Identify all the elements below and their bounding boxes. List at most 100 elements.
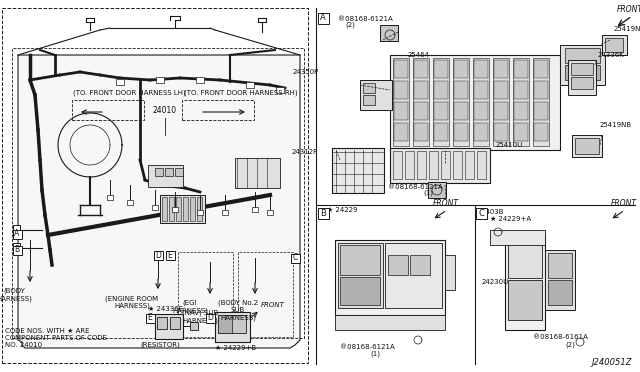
Text: D: D xyxy=(207,314,213,323)
Bar xyxy=(505,235,545,330)
Bar xyxy=(183,197,188,221)
Bar xyxy=(548,280,572,305)
Bar xyxy=(160,195,205,223)
Bar xyxy=(394,102,408,120)
Bar xyxy=(170,317,180,329)
Text: (2): (2) xyxy=(565,341,575,348)
Bar xyxy=(393,151,402,179)
Bar xyxy=(494,60,508,78)
Bar xyxy=(533,58,549,146)
Bar xyxy=(433,58,449,146)
Text: FRONT: FRONT xyxy=(617,5,640,14)
Bar xyxy=(434,102,448,120)
Polygon shape xyxy=(18,55,300,348)
Bar xyxy=(222,210,228,215)
Text: (2): (2) xyxy=(345,22,355,28)
Bar xyxy=(454,123,468,141)
Bar xyxy=(474,102,488,120)
Text: J240051Z: J240051Z xyxy=(591,358,632,367)
Bar xyxy=(454,81,468,99)
Bar xyxy=(196,77,204,83)
Bar xyxy=(465,151,474,179)
Bar xyxy=(494,81,508,99)
Bar xyxy=(571,63,593,75)
Bar xyxy=(565,65,600,80)
Text: ★ 24229+A: ★ 24229+A xyxy=(490,216,531,222)
Text: 24312P: 24312P xyxy=(292,149,318,155)
Bar xyxy=(340,245,380,275)
Bar xyxy=(338,243,383,308)
Text: 24010: 24010 xyxy=(153,106,177,115)
Bar xyxy=(190,322,198,330)
Bar xyxy=(156,77,164,83)
Bar xyxy=(473,58,489,146)
Bar xyxy=(513,58,529,146)
Bar xyxy=(148,165,183,187)
Bar xyxy=(394,60,408,78)
Bar xyxy=(2,8,308,363)
Bar xyxy=(13,230,22,238)
Bar xyxy=(152,205,158,210)
Bar xyxy=(218,315,232,333)
Bar xyxy=(545,250,575,310)
Bar xyxy=(394,81,408,99)
Bar xyxy=(172,207,178,212)
Text: (TO. FRONT DOOR HARNESS RH): (TO. FRONT DOOR HARNESS RH) xyxy=(184,90,298,96)
Bar xyxy=(175,168,183,176)
Bar xyxy=(197,210,203,215)
Text: C: C xyxy=(292,253,298,263)
Bar xyxy=(394,123,408,141)
Bar xyxy=(413,58,429,146)
Bar xyxy=(508,238,542,278)
Bar xyxy=(13,225,20,235)
Text: ★ 24336E: ★ 24336E xyxy=(148,306,183,312)
Bar xyxy=(548,253,572,278)
Bar xyxy=(363,95,375,105)
Bar xyxy=(474,81,488,99)
Text: (EGI
HARNESS): (EGI HARNESS) xyxy=(172,300,208,314)
Text: D: D xyxy=(155,250,161,260)
Text: B: B xyxy=(320,208,326,218)
Bar xyxy=(560,45,605,85)
Text: (BODY No.2
SUB
HARNESS): (BODY No.2 SUB HARNESS) xyxy=(218,300,258,321)
Bar xyxy=(116,79,124,85)
Bar xyxy=(445,255,455,290)
Bar xyxy=(534,102,548,120)
Bar xyxy=(157,317,167,329)
Bar xyxy=(169,197,174,221)
Text: ★ 24229+B: ★ 24229+B xyxy=(215,345,256,351)
Bar xyxy=(155,168,163,176)
Bar xyxy=(246,82,254,88)
Bar xyxy=(571,77,593,89)
Bar xyxy=(493,58,509,146)
Bar xyxy=(176,197,181,221)
Bar xyxy=(568,60,596,95)
Bar xyxy=(454,60,468,78)
Bar xyxy=(238,252,293,337)
Bar xyxy=(390,55,560,150)
Text: (BODY
HARNESS): (BODY HARNESS) xyxy=(0,288,32,302)
Bar xyxy=(414,60,428,78)
Bar xyxy=(565,48,600,63)
Text: (1): (1) xyxy=(423,189,433,196)
Bar xyxy=(434,81,448,99)
Bar xyxy=(429,151,438,179)
Bar xyxy=(360,80,392,110)
Text: 2403B: 2403B xyxy=(482,209,504,215)
Bar xyxy=(276,87,284,93)
Text: FRONT: FRONT xyxy=(261,302,285,308)
Bar xyxy=(453,58,469,146)
Text: ®08168-6121A: ®08168-6121A xyxy=(338,16,393,22)
Bar xyxy=(218,315,246,333)
Bar xyxy=(417,151,426,179)
Bar xyxy=(494,123,508,141)
Bar xyxy=(12,48,304,338)
Bar xyxy=(190,197,195,221)
Bar xyxy=(127,200,133,205)
Bar xyxy=(13,243,20,253)
Bar xyxy=(385,243,442,308)
Bar xyxy=(575,138,599,154)
Bar xyxy=(434,60,448,78)
Bar xyxy=(490,230,545,245)
Bar xyxy=(534,81,548,99)
